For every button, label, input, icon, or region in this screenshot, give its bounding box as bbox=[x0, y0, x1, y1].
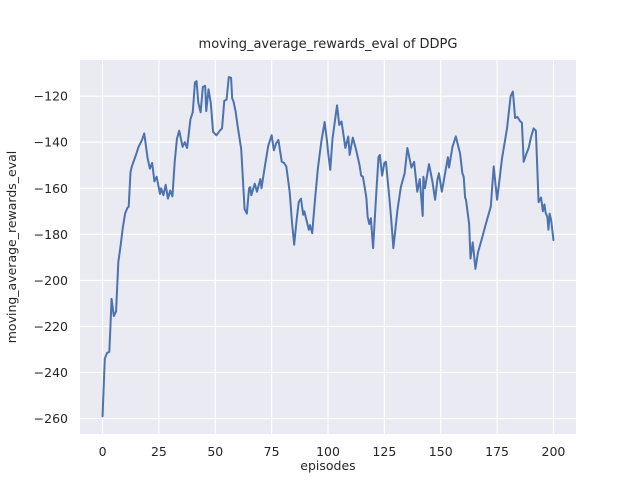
x-tick-label: 175 bbox=[485, 444, 509, 459]
y-tick-label: −160 bbox=[34, 181, 68, 196]
y-tick-label: −240 bbox=[34, 365, 68, 380]
x-axis-tick-labels: 0 25 50 75 100 125 150 175 200 bbox=[99, 444, 566, 459]
y-tick-label: −120 bbox=[34, 89, 68, 104]
x-tick-label: 150 bbox=[429, 444, 453, 459]
x-tick-label: 75 bbox=[264, 444, 280, 459]
x-tick-label: 200 bbox=[542, 444, 566, 459]
x-tick-label: 100 bbox=[316, 444, 340, 459]
x-tick-label: 25 bbox=[151, 444, 167, 459]
x-tick-label: 50 bbox=[207, 444, 223, 459]
y-tick-label: −220 bbox=[34, 319, 68, 334]
y-tick-label: −260 bbox=[34, 411, 68, 426]
y-tick-label: −180 bbox=[34, 227, 68, 242]
series-line bbox=[101, 76, 555, 418]
x-axis-label: episodes bbox=[300, 458, 355, 473]
y-axis-tick-labels: −120 −140 −160 −180 −200 −220 −240 −260 bbox=[34, 89, 68, 426]
y-tick-label: −200 bbox=[34, 273, 68, 288]
y-axis-label: moving_average_rewards_eval bbox=[4, 151, 19, 344]
y-tick-label: −140 bbox=[34, 135, 68, 150]
chart-title: moving_average_rewards_eval of DDPG bbox=[199, 37, 458, 52]
x-tick-label: 0 bbox=[99, 444, 107, 459]
x-tick-label: 125 bbox=[372, 444, 396, 459]
